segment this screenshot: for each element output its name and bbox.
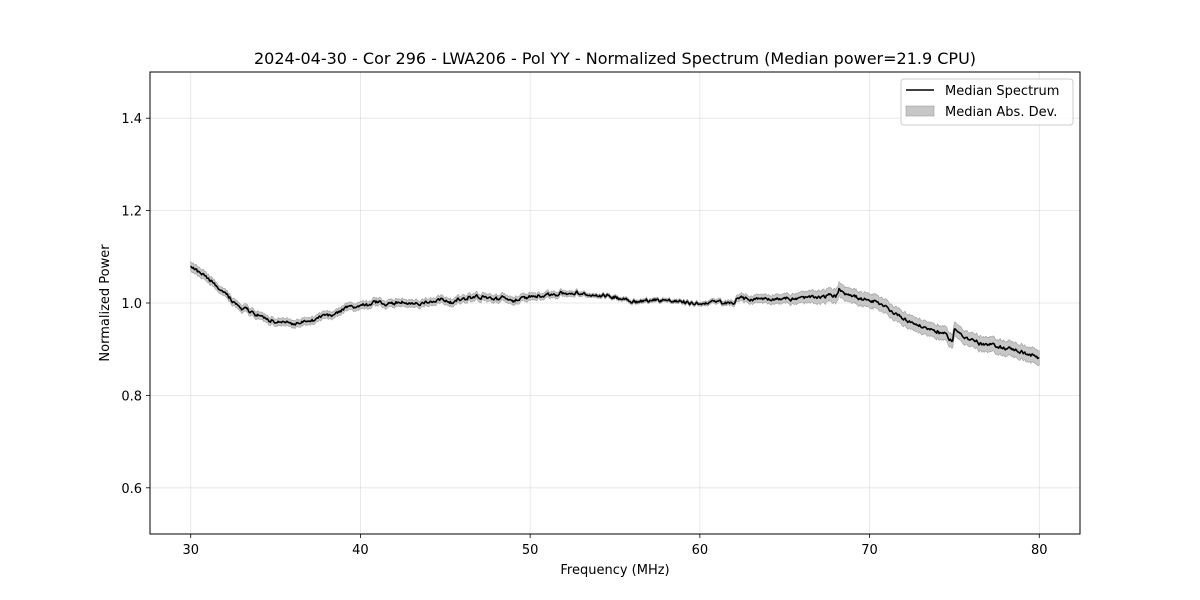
legend-box — [900, 78, 1074, 126]
axis-ticks: 30 40 50 60 70 80 0.6 0.8 1.0 1.2 1.4 — [121, 112, 1047, 558]
y-tick-label: 0.6 — [121, 482, 142, 497]
legend: Median Spectrum Median Abs. Dev. — [900, 78, 1074, 126]
x-tick-label: 30 — [182, 543, 199, 558]
chart-title: 2024-04-30 - Cor 296 - LWA206 - Pol YY -… — [254, 49, 976, 68]
x-tick-label: 50 — [522, 543, 539, 558]
x-tick-label: 60 — [692, 543, 709, 558]
legend-band-swatch — [905, 105, 935, 117]
x-tick-label: 80 — [1031, 543, 1048, 558]
x-axis-label: Frequency (MHz) — [560, 563, 669, 578]
median-spectrum-line — [190, 265, 1040, 360]
y-axis-label: Normalized Power — [98, 244, 113, 362]
y-tick-label: 0.8 — [121, 389, 142, 404]
median-abs-dev-band — [190, 260, 1040, 367]
x-tick-label: 40 — [352, 543, 369, 558]
y-tick-label: 1.0 — [121, 297, 142, 312]
legend-label-median-spectrum: Median Spectrum — [945, 84, 1059, 99]
legend-label-median-abs-dev: Median Abs. Dev. — [945, 105, 1057, 120]
y-tick-label: 1.2 — [121, 205, 142, 220]
x-tick-label: 70 — [861, 543, 878, 558]
y-tick-label: 1.4 — [121, 112, 142, 127]
